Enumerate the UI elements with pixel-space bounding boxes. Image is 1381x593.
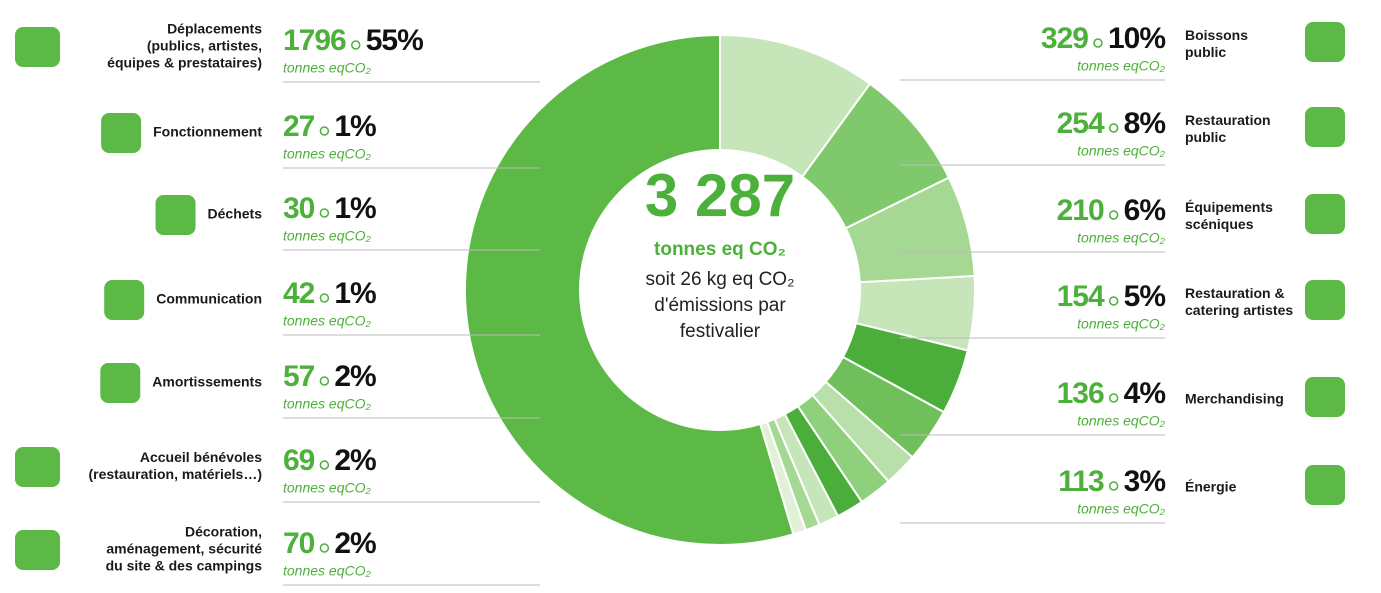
share-label: 4% (1124, 377, 1166, 410)
value-label: 27 (283, 110, 315, 143)
value-label: 329 (1041, 22, 1088, 55)
center-line: soit 26 kg eq CO₂ (646, 269, 795, 290)
unit-label: tonnes eqCO₂ (1077, 413, 1165, 429)
icon (1305, 377, 1345, 417)
icon (15, 447, 60, 487)
icon (1305, 280, 1345, 320)
category-label: Accueil bénévoles (140, 449, 262, 465)
value-label: 113 (1058, 465, 1104, 498)
donut-hole (588, 158, 852, 422)
category-label: scéniques (1185, 216, 1254, 232)
share-label: 2% (334, 444, 376, 477)
unit-label: tonnes eqCO₂ (1077, 143, 1165, 159)
unit-label: tonnes eqCO₂ (283, 60, 371, 76)
share-label: 6% (1124, 194, 1166, 227)
category-label: Amortissements (152, 374, 262, 390)
category-label: du site & des campings (106, 558, 263, 574)
value-label: 136 (1057, 377, 1104, 410)
separator (1108, 393, 1119, 403)
unit-label: tonnes eqCO₂ (1077, 58, 1165, 74)
share-label: 5% (1124, 280, 1166, 313)
icon (15, 27, 60, 67)
unit-label: tonnes eqCO₂ (283, 228, 371, 244)
unit-label: tonnes eqCO₂ (283, 480, 371, 496)
value-label: 154 (1057, 280, 1105, 313)
value-label: 70 (283, 527, 315, 560)
icon (104, 280, 145, 320)
category-label: Restauration & (1185, 285, 1285, 301)
unit-label: tonnes eqCO₂ (283, 146, 371, 162)
icon (155, 195, 196, 235)
unit-label: tonnes eqCO₂ (283, 313, 371, 329)
separator (1108, 210, 1119, 220)
category-label: aménagement, sécurité (106, 541, 262, 557)
category-label: équipes & prestataires) (107, 55, 262, 71)
separator (319, 460, 330, 470)
center-line: festivalier (680, 321, 761, 342)
value-label: 69 (283, 444, 315, 477)
center-total: 3 287 (645, 162, 795, 229)
category-label: Fonctionnement (153, 124, 262, 140)
category-label: Boissons (1185, 27, 1248, 43)
value-label: 30 (283, 192, 315, 225)
center-line: d'émissions par (654, 295, 786, 316)
icon (1305, 107, 1345, 147)
share-label: 55% (366, 24, 423, 57)
category-label: Merchandising (1185, 391, 1284, 407)
category-label: Déchets (208, 206, 263, 222)
icon (15, 530, 60, 570)
share-label: 10% (1108, 22, 1165, 55)
share-label: 2% (334, 527, 376, 560)
share-label: 3% (1124, 465, 1166, 498)
unit-label: tonnes eqCO₂ (1077, 501, 1165, 517)
share-label: 8% (1124, 107, 1166, 140)
category-label: (publics, artistes, (147, 38, 262, 54)
icon (1305, 22, 1345, 62)
icon (101, 113, 142, 153)
icon (1305, 194, 1345, 234)
value-label: 1796 (283, 24, 346, 57)
category-label: Décoration, (185, 524, 262, 540)
center-unit: tonnes eq CO₂ (654, 239, 786, 260)
value-label: 57 (283, 360, 315, 393)
share-label: 2% (334, 360, 376, 393)
share-label: 1% (334, 192, 376, 225)
separator (1108, 481, 1119, 491)
category-label: catering artistes (1185, 302, 1293, 318)
category-label: public (1185, 44, 1226, 60)
unit-label: tonnes eqCO₂ (283, 396, 371, 412)
separator (319, 543, 330, 553)
category-label: Énergie (1185, 479, 1237, 495)
value-label: 254 (1057, 107, 1105, 140)
unit-label: tonnes eqCO₂ (1077, 316, 1165, 332)
icon (100, 363, 141, 403)
separator (1108, 123, 1119, 133)
donut-slice (464, 33, 795, 546)
category-label: Déplacements (167, 21, 262, 37)
value-label: 210 (1057, 194, 1104, 227)
separator (319, 208, 330, 218)
separator (319, 376, 330, 386)
unit-label: tonnes eqCO₂ (1077, 230, 1165, 246)
share-label: 1% (334, 110, 376, 143)
separator (1093, 38, 1103, 48)
separator (319, 293, 330, 303)
share-label: 1% (334, 277, 376, 310)
unit-label: tonnes eqCO₂ (283, 563, 371, 579)
separator (351, 40, 361, 50)
value-label: 42 (283, 277, 315, 310)
separator (319, 126, 330, 136)
category-label: Communication (156, 291, 262, 307)
icon (1305, 465, 1345, 505)
category-label: (restauration, matériels…) (89, 466, 263, 482)
category-label: Équipements (1185, 199, 1273, 215)
category-label: Restauration (1185, 112, 1271, 128)
category-label: public (1185, 129, 1226, 145)
separator (1108, 296, 1119, 306)
